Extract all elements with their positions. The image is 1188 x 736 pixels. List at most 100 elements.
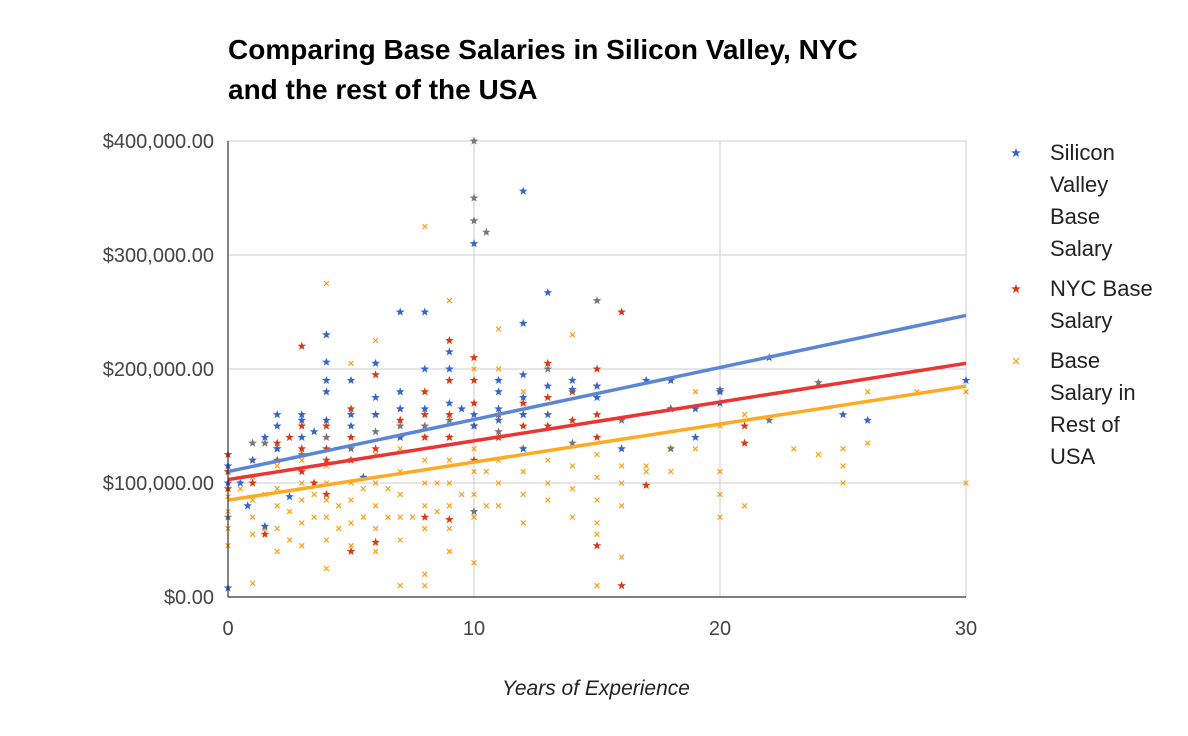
data-point — [740, 421, 749, 430]
data-point — [666, 444, 676, 453]
data-point — [617, 444, 626, 453]
data-point — [568, 385, 577, 394]
data-point — [322, 455, 331, 464]
data-point — [360, 514, 367, 520]
data-point — [594, 497, 600, 503]
data-point — [260, 432, 270, 441]
data-point — [469, 136, 479, 145]
x-tick-label: 20 — [709, 618, 731, 640]
data-point — [371, 358, 380, 367]
data-point — [961, 375, 971, 384]
data-point — [348, 542, 354, 549]
data-point — [495, 366, 502, 372]
chart-title-line-1: Comparing Base Salaries in Silicon Valle… — [228, 34, 858, 65]
data-point — [346, 375, 356, 384]
data-point — [322, 444, 331, 453]
data-point — [594, 520, 600, 526]
legend-label: USA — [1050, 444, 1096, 469]
data-point — [420, 410, 430, 419]
data-point — [717, 468, 723, 475]
data-point — [371, 444, 380, 453]
data-point — [518, 318, 528, 327]
data-point — [445, 375, 454, 384]
data-point — [409, 514, 416, 520]
data-point — [285, 432, 294, 441]
data-point — [691, 432, 700, 441]
data-point — [469, 398, 479, 407]
data-point — [445, 515, 454, 524]
data-point — [299, 480, 305, 486]
data-point — [469, 353, 479, 362]
data-point — [272, 410, 282, 419]
data-point — [297, 467, 307, 476]
data-point — [420, 404, 430, 413]
data-point — [471, 446, 477, 452]
data-point — [520, 389, 526, 395]
data-point — [420, 387, 430, 396]
data-point — [617, 581, 626, 590]
data-point — [322, 330, 331, 339]
data-point — [397, 537, 403, 543]
data-point — [518, 410, 528, 419]
data-point — [518, 444, 528, 453]
data-point — [372, 548, 379, 555]
legend-marker — [1011, 284, 1021, 293]
data-point — [569, 463, 576, 469]
data-point — [422, 223, 428, 230]
data-point — [458, 491, 465, 498]
data-point — [286, 537, 293, 543]
data-point — [420, 432, 430, 441]
data-point — [569, 514, 576, 520]
data-point — [446, 503, 453, 509]
data-point — [422, 457, 428, 463]
data-point — [274, 463, 280, 469]
data-point — [717, 514, 723, 520]
data-point — [323, 565, 330, 572]
data-point — [420, 512, 430, 521]
data-point — [446, 480, 453, 486]
data-point — [483, 503, 490, 509]
data-point — [434, 508, 440, 515]
data-points — [223, 136, 971, 592]
data-point — [592, 393, 602, 402]
data-point — [543, 381, 553, 390]
data-point — [617, 307, 626, 316]
data-point — [471, 491, 477, 498]
data-point — [372, 503, 379, 509]
data-point — [469, 410, 479, 419]
data-point — [545, 457, 551, 463]
data-point — [372, 480, 379, 486]
data-point — [618, 554, 625, 560]
data-point — [346, 444, 356, 453]
data-point — [863, 415, 872, 424]
data-point — [348, 497, 354, 503]
data-point — [518, 370, 528, 379]
data-point — [248, 438, 257, 447]
data-point — [297, 415, 307, 424]
data-point — [494, 375, 503, 384]
data-point — [274, 525, 280, 532]
data-point — [422, 571, 428, 577]
data-point — [360, 485, 367, 492]
data-point — [471, 468, 477, 475]
data-point — [618, 463, 625, 469]
data-point — [594, 451, 600, 458]
data-point — [237, 485, 244, 492]
data-point — [445, 415, 454, 424]
data-point — [297, 341, 307, 350]
data-point — [568, 415, 577, 424]
data-point — [395, 307, 405, 316]
data-point — [260, 438, 270, 447]
data-point — [420, 421, 430, 430]
data-point — [249, 531, 256, 538]
data-point — [322, 375, 331, 384]
x-tick-label: 10 — [463, 618, 485, 640]
chart-title: Comparing Base Salaries in Silicon Valle… — [228, 30, 988, 110]
data-point — [299, 497, 305, 503]
data-point — [617, 415, 626, 424]
data-point — [594, 582, 600, 589]
data-point — [397, 514, 403, 520]
data-point — [494, 427, 503, 436]
y-tick-label: $0.00 — [164, 587, 214, 609]
data-point — [371, 410, 380, 419]
